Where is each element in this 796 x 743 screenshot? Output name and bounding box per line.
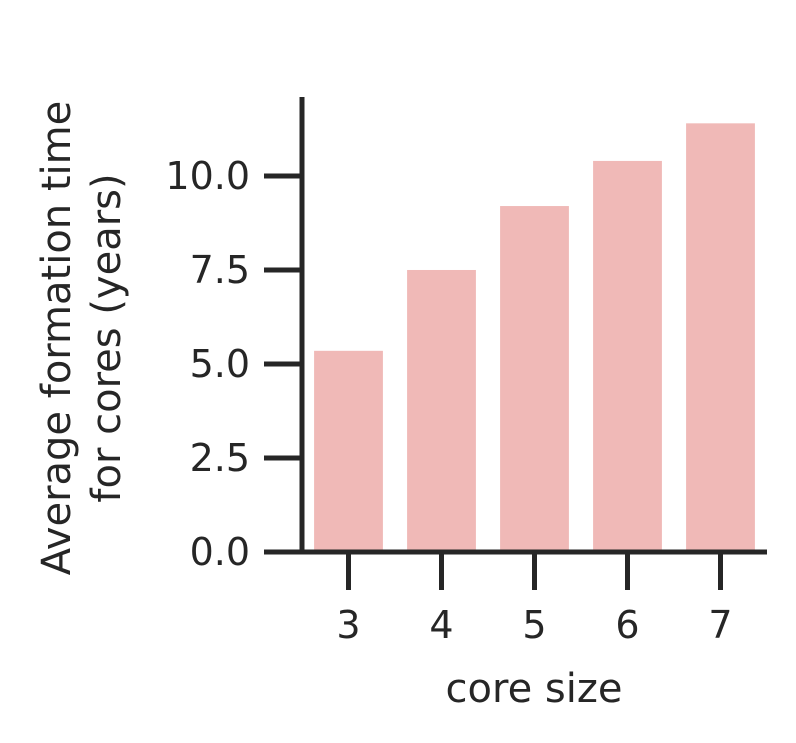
x-tick-label: 6 [615,603,639,647]
x-tick-label: 5 [522,603,546,647]
x-tick-label: 4 [429,603,453,647]
y-tick-label: 7.5 [190,248,250,292]
y-tick-label: 5.0 [190,342,250,386]
x-axis-label: core size [446,666,623,712]
bar-6 [593,160,662,553]
bars-group [314,123,755,553]
x-axis: 3 4 5 6 7 [264,549,767,647]
bar-7 [686,123,755,552]
x-tick-label: 7 [708,603,732,647]
x-tick-label: 3 [336,603,360,647]
y-tick-label: 10.0 [165,154,250,198]
y-axis-label-line-1: Average formation time [34,101,80,575]
bar-5 [500,206,569,552]
y-axis: 0.0 2.5 5.0 7.5 10.0 [165,97,305,574]
y-tick-label: 2.5 [190,436,250,480]
y-axis-label: Average formation time for cores (years) [34,101,130,575]
bar-4 [407,269,476,552]
bar-3 [314,350,383,552]
y-tick-label: 0.0 [190,530,250,574]
y-axis-label-line-2: for cores (years) [84,173,130,502]
